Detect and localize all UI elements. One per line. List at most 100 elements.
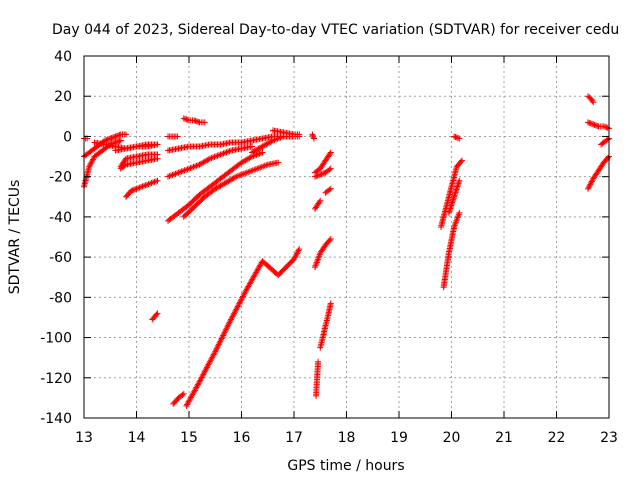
data-point — [326, 150, 333, 157]
data-point — [219, 334, 226, 341]
data-point — [179, 391, 186, 398]
data-point — [222, 328, 229, 335]
data-point — [153, 311, 160, 318]
data-point — [589, 97, 596, 104]
data-point — [129, 187, 136, 194]
data-point — [591, 121, 598, 128]
x-axis-label: GPS time / hours — [287, 458, 404, 474]
data-point — [183, 116, 190, 123]
data-point — [592, 122, 599, 129]
data-point — [327, 165, 334, 172]
data-marks — [81, 93, 612, 409]
data-point — [213, 345, 220, 352]
y-tick-label: 20 — [54, 89, 72, 105]
x-tick-label: 18 — [338, 430, 356, 446]
y-tick-label: -140 — [40, 411, 72, 427]
x-tick-label: 19 — [390, 430, 408, 446]
data-point — [214, 344, 221, 351]
x-tick-label: 13 — [75, 430, 93, 446]
data-point — [222, 326, 229, 333]
data-point — [111, 133, 118, 140]
data-point — [296, 246, 303, 253]
data-point — [180, 390, 187, 397]
data-point — [456, 177, 463, 184]
data-point — [231, 174, 238, 181]
data-point — [585, 119, 591, 126]
y-tick-label: -120 — [40, 371, 72, 387]
x-tick-label: 23 — [600, 430, 618, 446]
data-point — [121, 162, 128, 169]
data-point — [215, 341, 222, 348]
data-point — [117, 137, 124, 144]
data-point — [295, 247, 302, 254]
data-point — [604, 124, 611, 131]
data-point — [588, 120, 595, 127]
y-tick-label: -40 — [49, 210, 72, 226]
data-point — [227, 317, 234, 324]
data-point — [105, 135, 112, 142]
data-point — [296, 131, 303, 138]
data-point — [192, 117, 199, 124]
data-point — [217, 336, 224, 343]
data-point — [326, 166, 333, 173]
data-point — [224, 323, 231, 330]
data-point — [312, 173, 318, 180]
data-point — [220, 331, 227, 338]
data-point — [115, 138, 122, 145]
data-point — [116, 137, 123, 144]
data-point — [316, 199, 323, 206]
data-point — [455, 134, 462, 141]
y-tick-label: -60 — [49, 250, 72, 266]
data-point — [193, 118, 200, 125]
data-point — [310, 135, 317, 142]
data-point — [128, 187, 135, 194]
data-point — [211, 350, 218, 357]
data-point — [205, 156, 212, 163]
chart-title: Day 044 of 2023, Sidereal Day-to-day VTE… — [52, 22, 619, 38]
data-point — [191, 117, 198, 124]
data-point — [247, 154, 254, 161]
y-axis-label: SDTVAR / TECUs — [7, 180, 23, 295]
data-point — [604, 136, 611, 143]
data-point — [586, 119, 593, 126]
data-point — [314, 172, 321, 179]
data-point — [594, 122, 601, 129]
data-point — [326, 237, 333, 244]
data-point — [154, 177, 161, 184]
data-point — [327, 149, 334, 156]
grid — [84, 56, 609, 418]
data-point — [275, 159, 282, 166]
y-tick-label: 40 — [54, 49, 72, 65]
data-point — [600, 123, 607, 130]
y-tick-label: 0 — [63, 129, 72, 145]
data-point — [115, 132, 122, 139]
data-point — [456, 209, 463, 216]
data-point — [317, 171, 324, 178]
data-point — [452, 133, 459, 140]
data-point — [217, 338, 224, 345]
x-tick-label: 14 — [128, 430, 146, 446]
data-point — [268, 138, 275, 145]
data-point — [451, 133, 458, 140]
x-tick-label: 20 — [443, 430, 461, 446]
data-point — [309, 131, 316, 138]
data-point — [590, 99, 597, 106]
y-tick-label: -20 — [49, 170, 72, 186]
data-point — [123, 131, 129, 138]
data-point — [184, 116, 191, 123]
data-point — [154, 310, 161, 317]
data-point — [220, 332, 227, 339]
data-point — [107, 135, 114, 142]
data-point — [602, 123, 609, 130]
data-point — [182, 115, 189, 122]
data-point — [249, 143, 255, 150]
data-point — [453, 134, 460, 141]
data-point — [226, 319, 233, 326]
data-point — [310, 134, 317, 141]
data-point — [313, 173, 320, 180]
data-point — [215, 342, 222, 349]
data-point — [225, 322, 232, 329]
data-point — [113, 132, 120, 139]
